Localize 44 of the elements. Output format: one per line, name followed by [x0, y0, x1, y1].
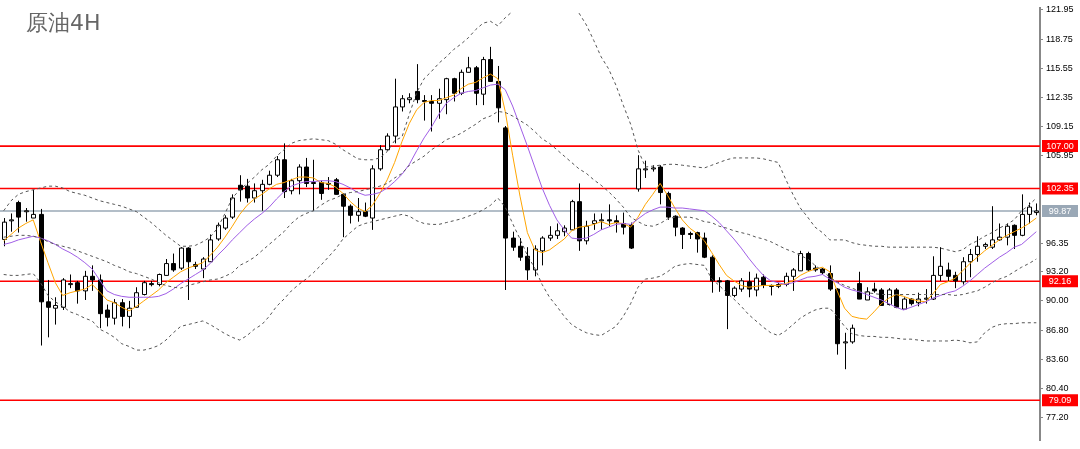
ref-line-label: 79.09: [1048, 394, 1072, 405]
y-tick-label: 112.35: [1046, 91, 1073, 102]
y-tick-label: 115.55: [1046, 62, 1073, 73]
y-tick-label: 118.75: [1046, 33, 1073, 44]
candlestick: [46, 279, 51, 338]
y-tick-label: 77.20: [1046, 411, 1069, 422]
candlestick: [725, 279, 730, 330]
y-tick-label: 83.60: [1046, 353, 1069, 364]
candlestick: [481, 56, 486, 106]
y-tick-label: 96.35: [1046, 237, 1069, 248]
y-tick-label: 90.00: [1046, 295, 1069, 306]
candlestick: [990, 205, 995, 250]
candlestick: [946, 262, 951, 283]
candlestick: [857, 271, 862, 300]
candlestick: [452, 77, 457, 102]
candlestick: [747, 271, 752, 298]
candlestick: [437, 88, 442, 120]
candlestick: [61, 277, 66, 311]
y-tick-label: 93.20: [1046, 266, 1069, 277]
candlestick: [275, 155, 280, 178]
y-tick-label: 86.80: [1046, 324, 1069, 335]
candlestick: [319, 180, 324, 201]
candlestick: [488, 46, 493, 82]
ref-line-label: 99.87: [1048, 205, 1072, 216]
chart-title: 原油4H: [26, 9, 101, 37]
candlestick: [474, 65, 479, 106]
candlestick: [311, 159, 316, 212]
line-series: [3, 197, 1037, 351]
ref-line-label: 107.00: [1046, 140, 1074, 151]
y-tick-label: 80.40: [1046, 382, 1069, 393]
candlestick: [112, 298, 117, 326]
candlestick: [120, 298, 125, 327]
candlestick: [370, 164, 375, 231]
candlestick: [134, 286, 139, 308]
ref-line-label: 92.16: [1048, 275, 1072, 286]
candlestick: [791, 267, 796, 292]
candlestick: [503, 125, 508, 291]
y-tick-label: 109.15: [1046, 121, 1074, 131]
y-tick-label: 121.95: [1046, 4, 1074, 15]
candlestick: [356, 197, 361, 223]
y-tick-label: 105.95: [1046, 150, 1074, 161]
candlestick: [16, 200, 21, 234]
candlestick: [393, 78, 398, 144]
ref-line-label: 102.35: [1046, 182, 1074, 193]
